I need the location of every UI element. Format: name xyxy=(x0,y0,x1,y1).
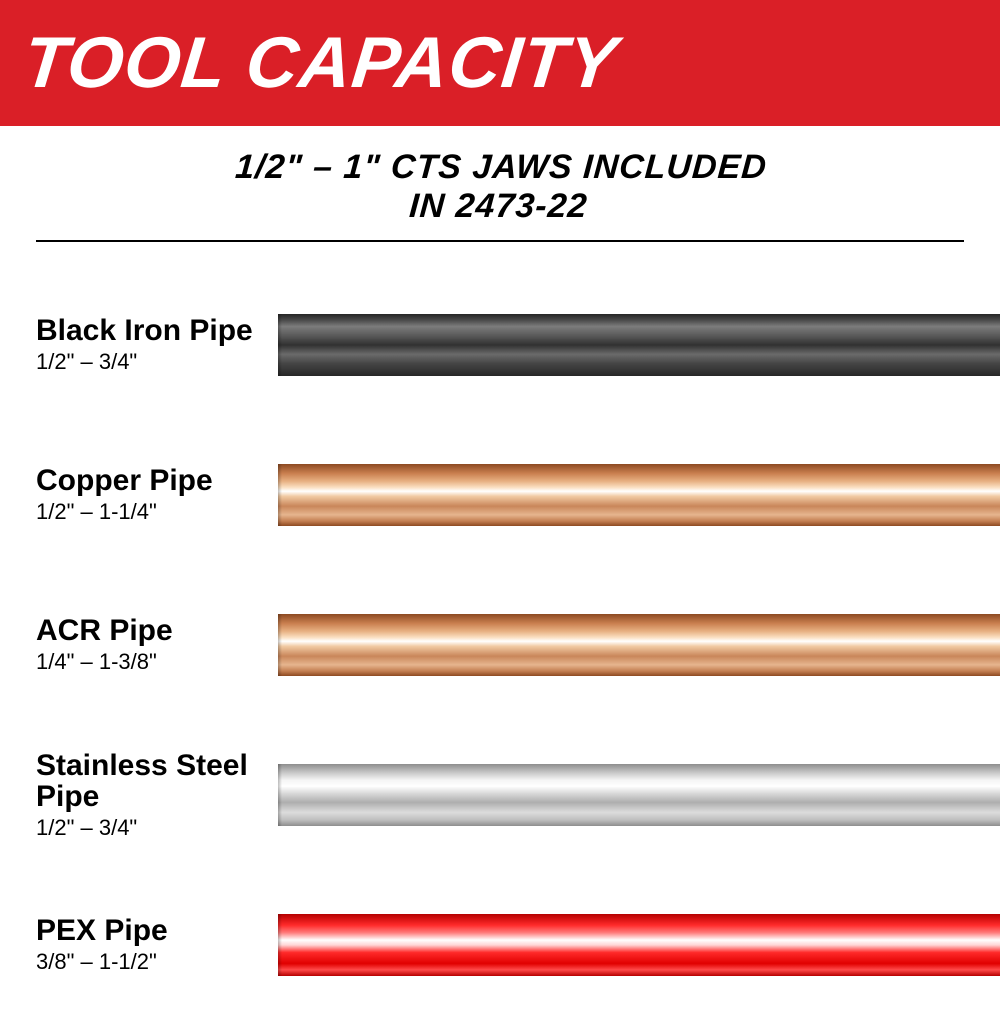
pipe-name: PEX Pipe xyxy=(36,915,266,947)
pipe-visual-stainless xyxy=(278,764,1000,826)
pipe-label-block: Copper Pipe 1/2" – 1-1/4" xyxy=(36,465,278,525)
pipe-range: 1/2" – 3/4" xyxy=(36,349,266,375)
pipe-row: ACR Pipe 1/4" – 1-3/8" xyxy=(0,570,1000,720)
subtitle-line2: IN 2473-22 xyxy=(408,187,589,225)
pipe-range: 1/4" – 1-3/8" xyxy=(36,649,266,675)
pipe-range: 1/2" – 1-1/4" xyxy=(36,499,266,525)
pipe-row: Black Iron Pipe 1/2" – 3/4" xyxy=(0,270,1000,420)
pipe-range: 1/2" – 3/4" xyxy=(36,815,266,841)
pipe-label-block: Black Iron Pipe 1/2" – 3/4" xyxy=(36,315,278,375)
pipe-name: Copper Pipe xyxy=(36,465,266,497)
pipe-label-block: ACR Pipe 1/4" – 1-3/8" xyxy=(36,615,278,675)
pipe-row: PEX Pipe 3/8" – 1-1/2" xyxy=(0,870,1000,1020)
header-banner: TOOL CAPACITY xyxy=(0,0,1000,126)
pipe-visual-copper xyxy=(278,464,1000,526)
pipe-visual-pex xyxy=(278,914,1000,976)
subtitle-block: 1/2" – 1" CTS JAWS INCLUDED IN 2473-22 xyxy=(0,126,1000,240)
subtitle-text: 1/2" – 1" CTS JAWS INCLUDED IN 2473-22 xyxy=(231,148,768,226)
header-title: TOOL CAPACITY xyxy=(20,27,621,99)
pipe-rows: Black Iron Pipe 1/2" – 3/4" Copper Pipe … xyxy=(0,242,1000,1020)
pipe-name: Stainless Steel Pipe xyxy=(36,750,266,813)
pipe-row: Copper Pipe 1/2" – 1-1/4" xyxy=(0,420,1000,570)
pipe-name: ACR Pipe xyxy=(36,615,266,647)
pipe-range: 3/8" – 1-1/2" xyxy=(36,949,266,975)
pipe-name: Black Iron Pipe xyxy=(36,315,266,347)
subtitle-line1: 1/2" – 1" CTS JAWS INCLUDED xyxy=(234,148,768,186)
pipe-label-block: Stainless Steel Pipe 1/2" – 3/4" xyxy=(36,750,278,841)
pipe-visual-black-iron xyxy=(278,314,1000,376)
pipe-row: Stainless Steel Pipe 1/2" – 3/4" xyxy=(0,720,1000,870)
pipe-visual-acr xyxy=(278,614,1000,676)
pipe-label-block: PEX Pipe 3/8" – 1-1/2" xyxy=(36,915,278,975)
